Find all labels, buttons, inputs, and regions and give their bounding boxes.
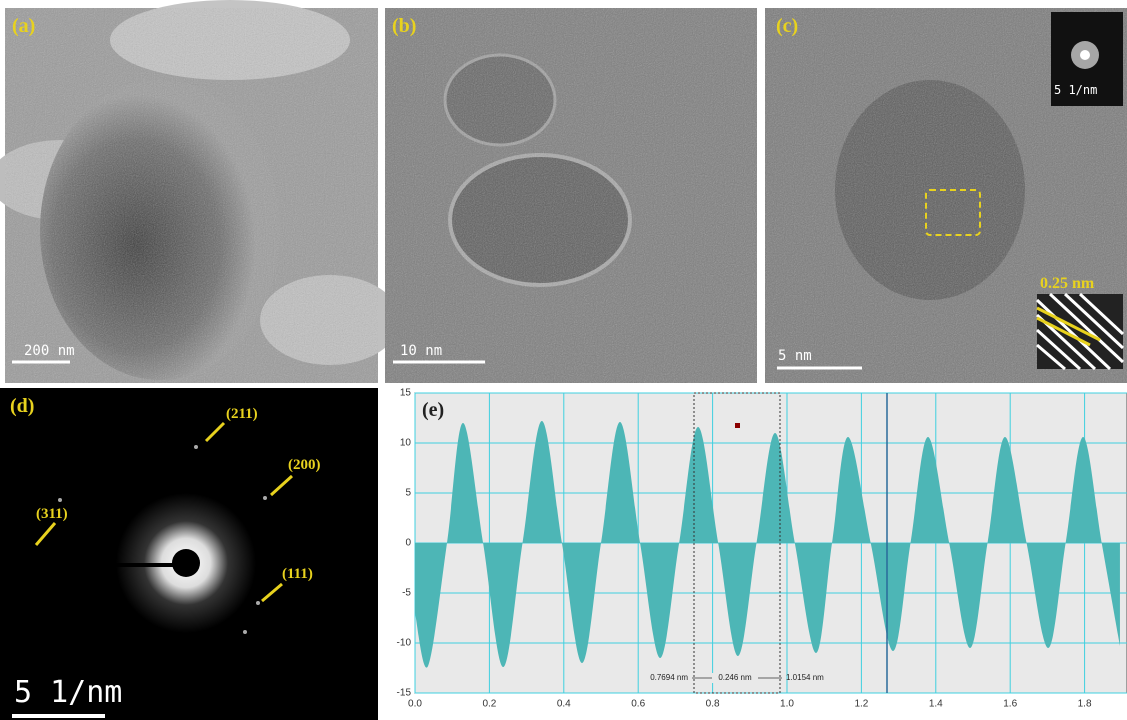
panel-label: (a) (12, 15, 35, 37)
scale-bar-label: 5 nm (778, 348, 812, 364)
y-tick-label: -15 (397, 688, 412, 699)
x-tick-label: 1.0 (780, 699, 794, 710)
inset-scale-label: 5 1/nm (1054, 83, 1097, 97)
marker (735, 423, 740, 428)
y-tick-label: 5 (405, 488, 411, 499)
y-tick-label: 15 (400, 388, 412, 399)
plane-label: (211) (226, 406, 258, 422)
scale-bar-label: 5 1/nm (14, 675, 122, 710)
panel-d: (211) (200) (311) (111) (d) 5 1/nm (0, 388, 378, 720)
panel-label: (b) (392, 15, 416, 37)
y-tick-label: -5 (402, 588, 411, 599)
x-tick-label: 0.2 (482, 699, 496, 710)
y-tick-label: 0 (405, 538, 411, 549)
plane-label: (200) (288, 457, 321, 473)
panel-e: -15 -10 -5 0 5 10 15 0.0 0.2 0.4 0.6 0.8 1.0 1.2 1.4 1.… (380, 388, 1127, 720)
x-tick-label: 0.8 (706, 699, 720, 710)
plane-label: (111) (282, 566, 313, 582)
panel-label: (e) (422, 399, 444, 421)
scale-bar-label: 10 nm (400, 343, 442, 359)
panel-b: (b) 10 nm (385, 8, 757, 383)
y-tick-label: -10 (397, 638, 412, 649)
panel-label: (d) (10, 395, 34, 417)
x-tick-label: 1.4 (929, 699, 943, 710)
x-tick-label: 0.0 (408, 699, 422, 710)
plane-label: (311) (36, 506, 68, 522)
x-tick-label: 0.4 (557, 699, 571, 710)
annotation: 0.7694 nm (650, 673, 688, 682)
x-tick-label: 1.8 (1078, 699, 1092, 710)
lattice-spacing: 0.25 nm (1040, 275, 1095, 292)
annotation: 1.0154 nm (786, 673, 824, 682)
panel-a: (a) 200 nm (0, 0, 400, 383)
y-tick-label: 10 (400, 438, 412, 449)
annotation: 0.246 nm (718, 673, 752, 682)
x-tick-label: 0.6 (631, 699, 645, 710)
panel-c: 5 1/nm 0.25 nm (c) 5 nm (765, 8, 1127, 383)
figure: (a) 200 nm (b) 10 nm 5 1/nm 0.25 nm (c) … (0, 0, 1127, 720)
x-tick-label: 1.2 (854, 699, 868, 710)
x-tick-label: 1.6 (1003, 699, 1017, 710)
scale-bar-label: 200 nm (24, 343, 75, 359)
panel-label: (c) (776, 15, 798, 37)
